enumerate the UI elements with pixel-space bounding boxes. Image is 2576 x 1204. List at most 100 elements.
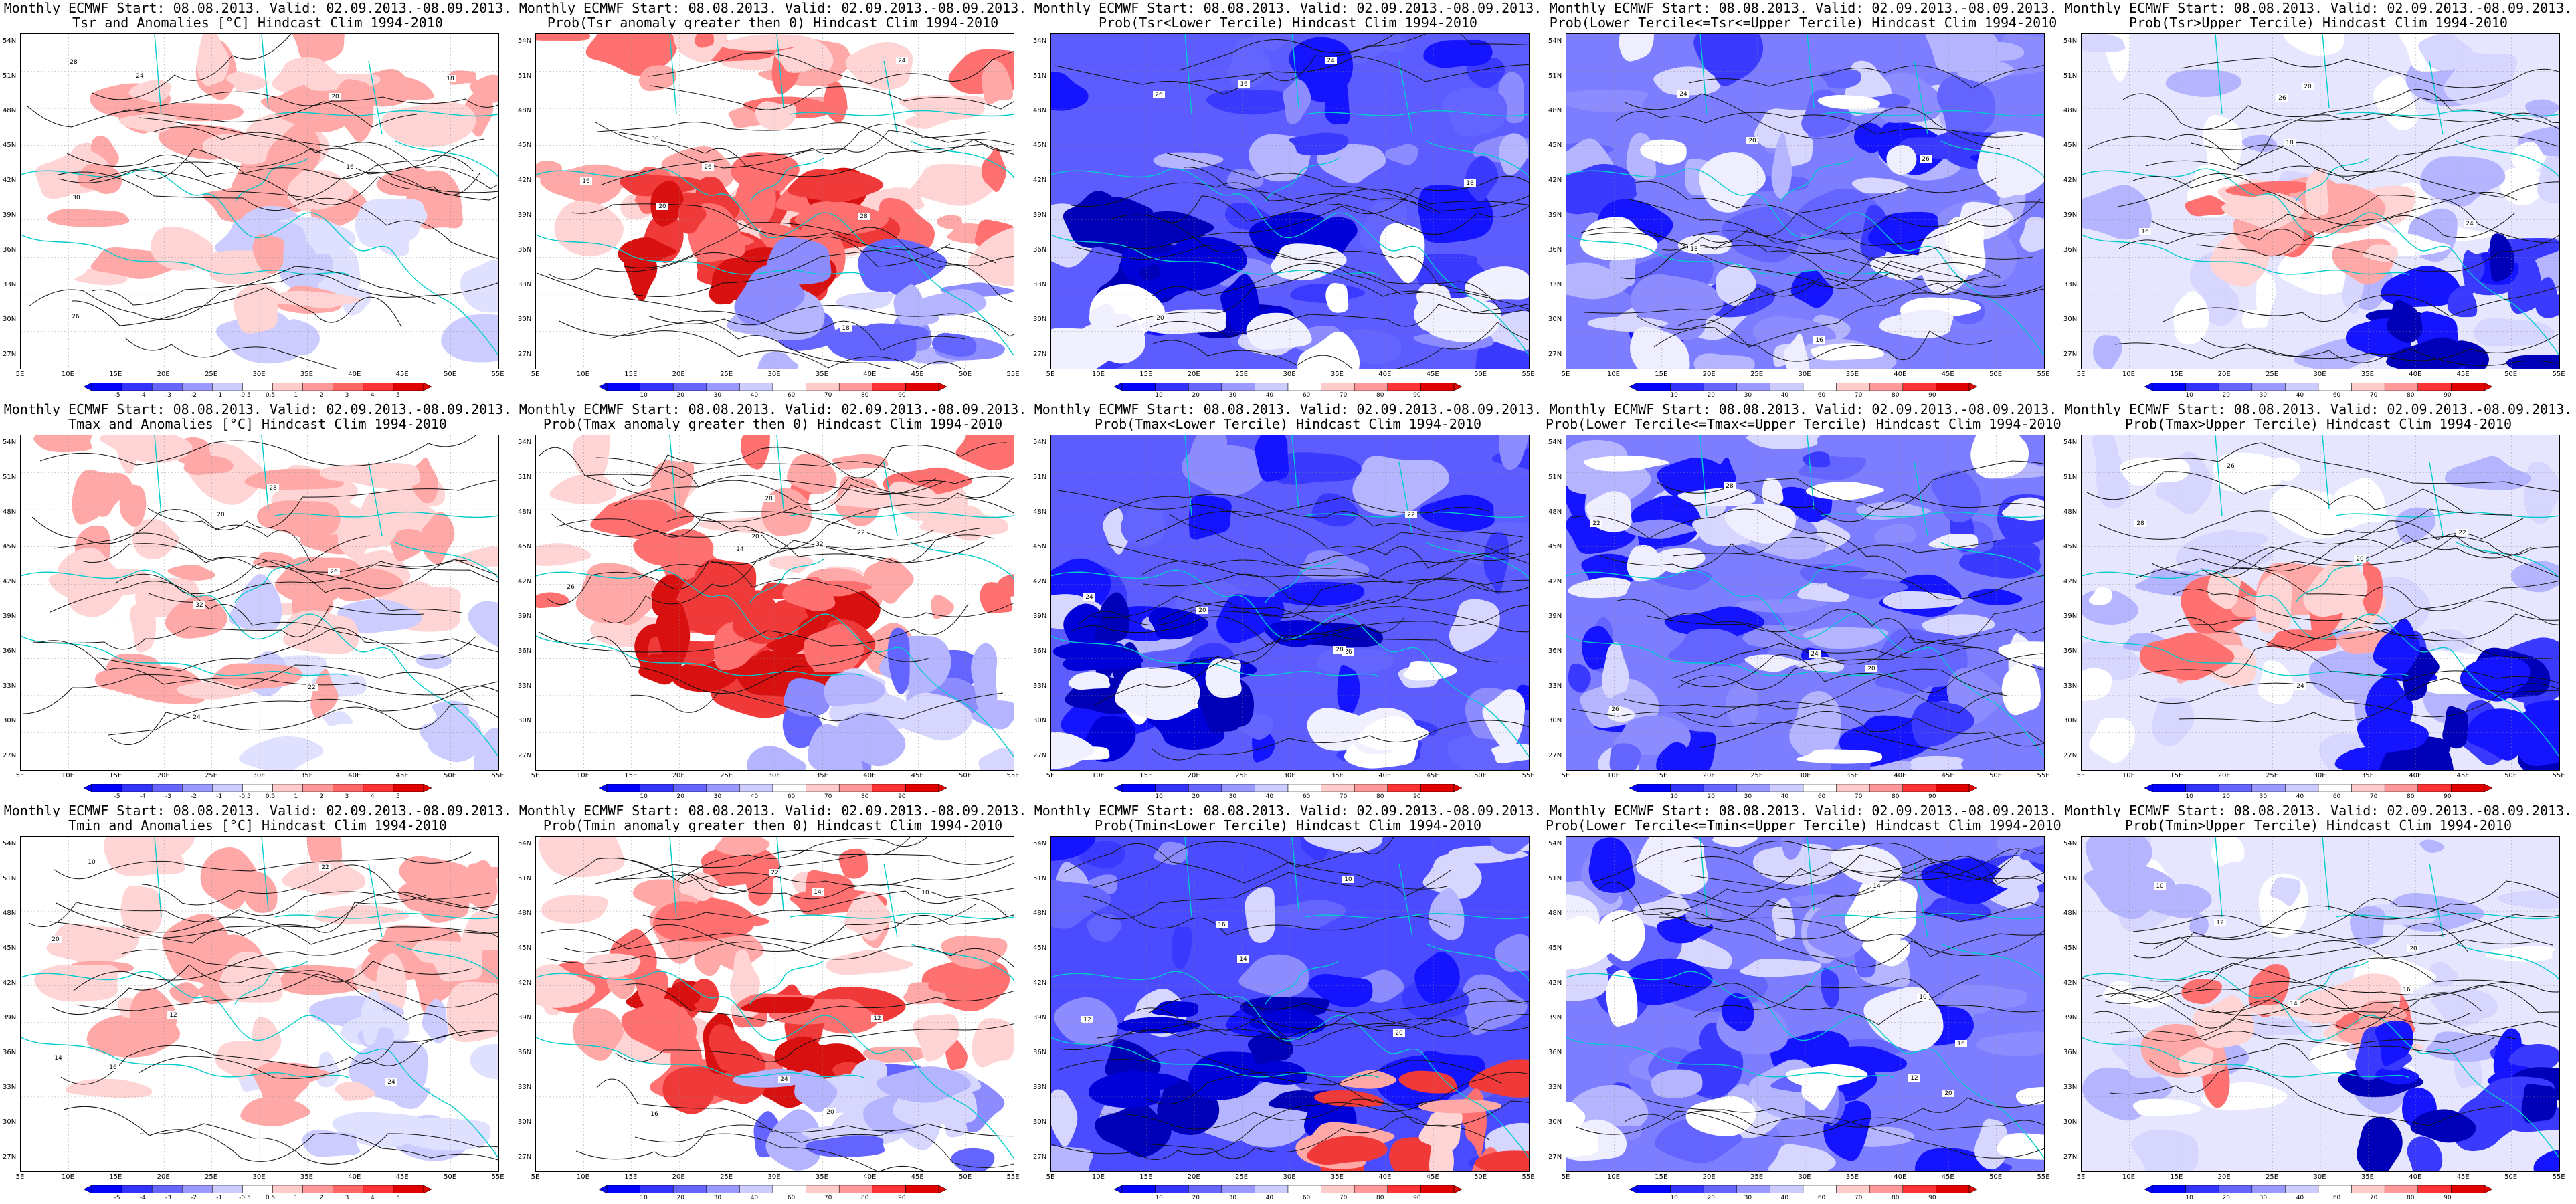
latitude-label: 51N [518, 474, 532, 481]
shaded-cell [2001, 660, 2041, 716]
latitude-label: 36N [1033, 246, 1047, 254]
colorbar-tick-label: 90 [2444, 1195, 2452, 1201]
coastline [2082, 837, 2559, 1159]
shaded-cell [2270, 877, 2301, 906]
shaded-cell [720, 34, 815, 52]
latitude-label: 33N [2063, 281, 2078, 288]
colorbar-swatch [1736, 383, 1770, 391]
colorbar-swatch [2185, 383, 2219, 391]
latitude-label: 45N [3, 944, 17, 952]
contour-label-bg [1081, 1016, 1093, 1023]
contour-label-bg [1942, 1090, 1954, 1097]
colorbar-swatch [1670, 784, 1704, 792]
shaded-cell [1115, 667, 1200, 720]
coastline [21, 837, 498, 1159]
longitude-label: 25E [1235, 371, 1249, 378]
shaded-cell [1742, 625, 1826, 649]
latitude-label: 45N [2063, 944, 2078, 952]
longitude-label: 15E [1139, 371, 1153, 378]
shaded-cell [1830, 845, 1903, 886]
shaded-cell [239, 736, 324, 770]
shaded-cell [1079, 841, 1125, 869]
probability-map-icon: 16 18 20 24 26 28 30 [536, 34, 1014, 369]
contour-label: 16 [1957, 1041, 1965, 1047]
colorbar-tick-label: 40 [1265, 793, 1274, 800]
shaded-cell [536, 543, 592, 566]
shaded-cell [1754, 108, 1817, 149]
contour-label-bg [167, 1011, 179, 1019]
latitude-label: 39N [1033, 211, 1047, 219]
isotherm-contours [541, 837, 1014, 1171]
colorbar-tick-label: 10 [640, 793, 648, 800]
longitude-label: 25E [2266, 1173, 2279, 1181]
graticule [2082, 34, 2559, 369]
colorbar-tick-label: 80 [861, 392, 869, 399]
longitude-label: 10E [1606, 1173, 1620, 1181]
colorbar-swatch [393, 383, 424, 391]
shaded-cell [1936, 76, 1996, 140]
contour-label-bg [814, 540, 826, 548]
shaded-cell [844, 892, 891, 941]
longitude-label: 50E [1989, 772, 2003, 779]
latitude-label: 27N [3, 752, 17, 759]
shaded-cell [72, 470, 106, 525]
colorbar-swatch [182, 784, 213, 792]
isotherm-contours [1580, 65, 2044, 362]
colorbar-tick-label: 70 [2369, 392, 2378, 399]
latitude-label: 54N [1548, 37, 1562, 45]
longitude-label: 15E [2170, 772, 2183, 779]
latitude-label: 51N [2063, 72, 2078, 80]
contour-label: 12 [1083, 1017, 1091, 1023]
colorbar-max-arrow [1453, 784, 1462, 792]
colorbar [84, 784, 432, 792]
latitude-label: 42N [1033, 979, 1047, 987]
shaded-cell [252, 234, 284, 274]
longitude-label: 15E [1655, 1173, 1668, 1181]
latitude-label: 48N [518, 107, 532, 114]
colorbar-tick-label: 90 [1413, 793, 1421, 800]
contour-label: 16 [2403, 987, 2411, 993]
colorbar-swatch [1803, 383, 1837, 391]
shaded-cell [2537, 155, 2559, 204]
shaded-cell [337, 599, 422, 633]
contour-label-bg [1908, 1074, 1920, 1082]
latitude-label: 51N [2063, 875, 2078, 882]
colorbar-swatch [706, 383, 740, 391]
colorbar-swatch [1936, 383, 1970, 391]
latitude-label: 33N [1033, 281, 1047, 288]
shaded-cell [1979, 989, 2027, 1009]
longitude-label: 25E [1750, 1173, 1764, 1181]
shaded-cell [982, 60, 1013, 105]
shaded-cell [632, 879, 686, 908]
shaded-cell [1783, 333, 1810, 369]
contour-label: 26 [1611, 706, 1619, 713]
panel-title-line1: Monthly ECMWF Start: 08.08.2013. Valid: … [3, 403, 512, 416]
colorbar-tick-label: 30 [1744, 1195, 1752, 1201]
longitude-label: 55E [2037, 1173, 2050, 1181]
latitude-label: 45N [518, 543, 532, 550]
panel-title-line1: Monthly ECMWF Start: 08.08.2013. Valid: … [2064, 804, 2573, 817]
graticule [1051, 34, 1529, 369]
shaded-cell [955, 435, 1014, 470]
shaded-cell [228, 574, 282, 631]
contour-label: 26 [330, 569, 338, 575]
longitude-label: 5E [15, 1173, 25, 1181]
shaded-cell [1625, 958, 1713, 1005]
isotherm-contours [1571, 460, 2044, 751]
longitude-label: 50E [959, 371, 972, 378]
shaded-cell [971, 1018, 1014, 1068]
shaded-cell [2207, 572, 2241, 609]
graticule [2082, 837, 2559, 1171]
map-frame: 16 18 20 24 26 [2081, 33, 2560, 369]
shaded-cell [1640, 139, 1687, 165]
longitude-label: 25E [1750, 371, 1764, 378]
colorbar-swatch [1803, 784, 1837, 792]
longitude-label: 5E [1046, 1173, 1055, 1181]
shaded-cell [1095, 1102, 1172, 1157]
colorbar-swatch [640, 383, 674, 391]
shaded-cell [2178, 1047, 2214, 1077]
longitude-label: 5E [1046, 371, 1055, 378]
colorbar-swatch [1255, 1185, 1289, 1193]
longitude-label: 10E [576, 1173, 589, 1181]
shaded-cell [1976, 1031, 2044, 1056]
